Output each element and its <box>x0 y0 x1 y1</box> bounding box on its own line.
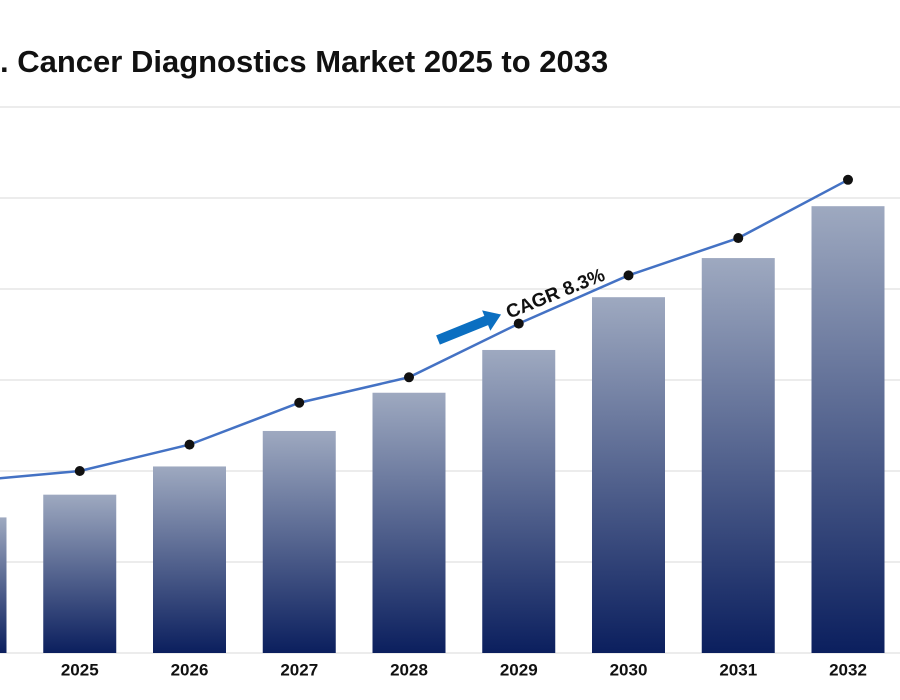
bar <box>43 494 117 653</box>
line-point <box>623 270 634 281</box>
bar <box>701 258 775 653</box>
x-tick-label: 2026 <box>171 660 209 679</box>
cagr-annotation: CAGR 8.3% <box>436 265 608 345</box>
bar <box>0 517 7 653</box>
chart-title: . Cancer Diagnostics Market 2025 to 2033 <box>0 44 608 79</box>
plot-area: 2025 2026 2027 2028 2029 2030 2031 2032 <box>0 106 900 679</box>
bar <box>153 466 226 653</box>
line-point <box>513 318 524 329</box>
bar <box>372 392 446 653</box>
cagr-arrow <box>436 310 502 345</box>
x-tick-label: 2028 <box>390 660 428 679</box>
line-point <box>294 397 305 408</box>
line-point <box>184 439 195 450</box>
x-tick-label: 2027 <box>280 660 318 679</box>
line-point <box>404 372 414 383</box>
bar <box>482 349 556 653</box>
line-point <box>733 233 744 244</box>
x-tick-label: 2025 <box>61 660 99 679</box>
bar <box>592 297 665 653</box>
bar <box>811 206 885 653</box>
x-tick-label: 2030 <box>610 660 648 679</box>
line-point <box>843 174 853 185</box>
x-tick-label: 2032 <box>829 660 867 679</box>
x-tick-label: 2029 <box>500 660 538 679</box>
x-tick-label: 2031 <box>719 660 757 679</box>
bar <box>262 430 336 653</box>
line-point <box>74 466 85 476</box>
